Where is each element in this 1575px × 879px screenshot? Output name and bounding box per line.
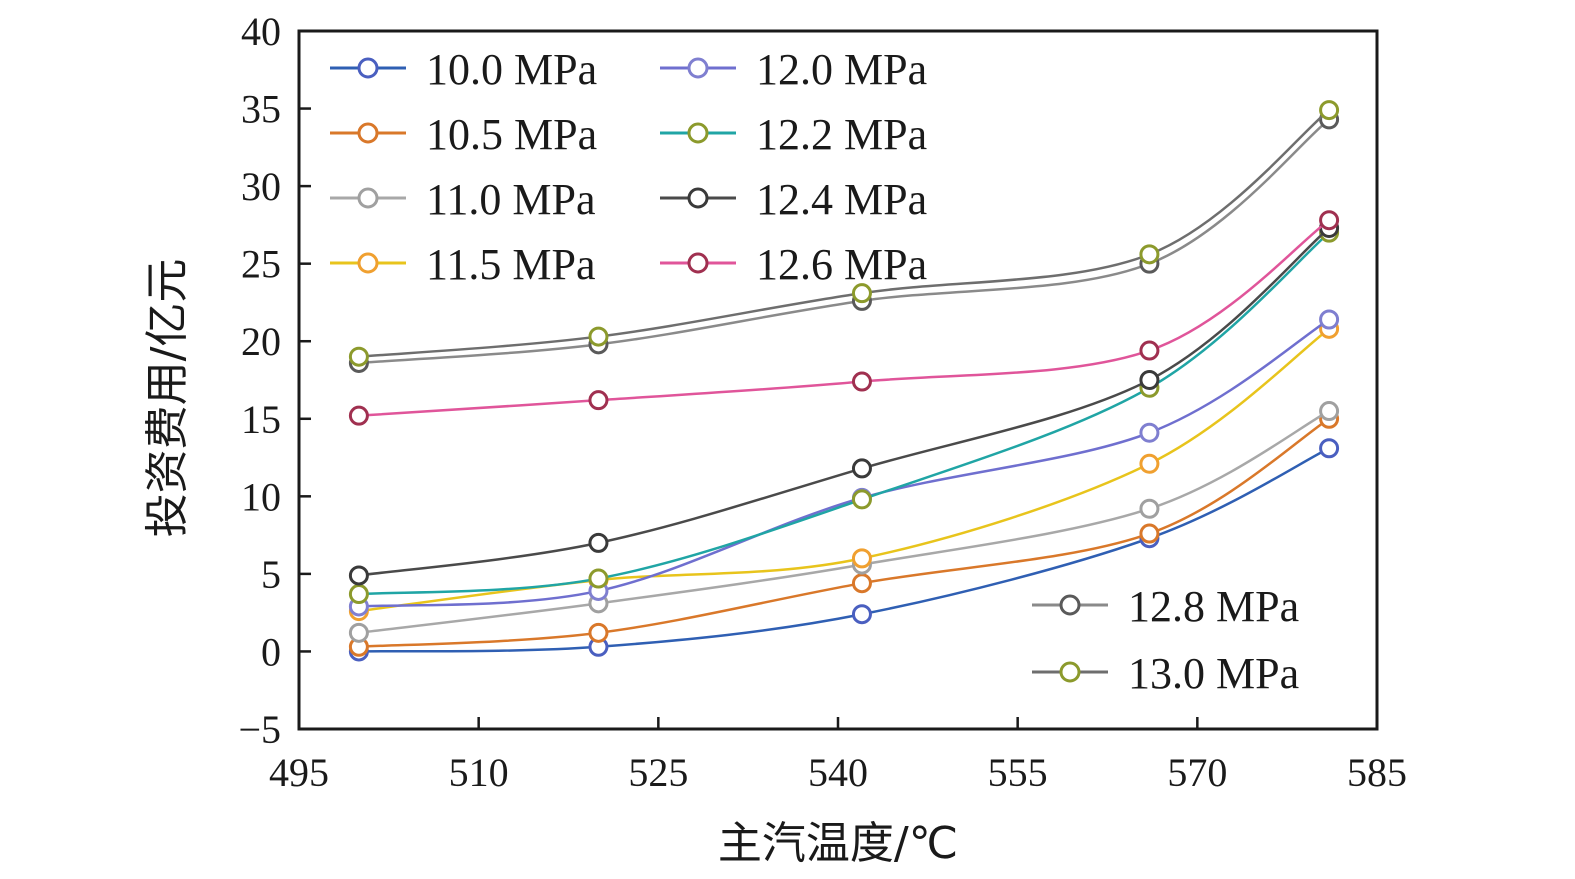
legend-entry: 12.0 MPa <box>660 45 927 94</box>
data-point <box>588 390 609 411</box>
y-tick-label: 15 <box>241 397 281 442</box>
data-point <box>1139 340 1160 361</box>
x-tick-label: 525 <box>628 750 688 795</box>
data-point <box>851 371 872 392</box>
data-point <box>1319 438 1340 459</box>
data-point <box>348 565 369 586</box>
data-point <box>851 604 872 625</box>
legend-entry: 12.2 MPa <box>660 110 927 159</box>
x-tick-label: 510 <box>449 750 509 795</box>
data-point <box>1319 210 1340 231</box>
legend-marker <box>687 252 709 274</box>
legend-label: 13.0 MPa <box>1128 649 1299 698</box>
series-line <box>358 318 1330 608</box>
legend-marker <box>1059 594 1081 616</box>
legend-entry: 11.0 MPa <box>330 175 596 224</box>
data-point <box>348 622 369 643</box>
legend-marker <box>357 122 379 144</box>
legend: 10.0 MPa 10.5 MPa 11.0 MPa 11.5 MPa 12.0 MPa… <box>330 45 1299 698</box>
legend-entry: 10.5 MPa <box>330 110 597 159</box>
data-point <box>1139 498 1160 519</box>
legend-label: 12.6 MPa <box>756 240 927 289</box>
y-tick-label: 40 <box>241 9 281 54</box>
data-point <box>348 346 369 367</box>
y-tick-label: 0 <box>261 629 281 674</box>
legend-label: 11.5 MPa <box>426 240 596 289</box>
legend-label: 12.8 MPa <box>1128 582 1299 631</box>
series-12-6-mpa <box>348 210 1340 426</box>
data-point <box>588 568 609 589</box>
x-tick-label: 585 <box>1347 750 1407 795</box>
legend-label: 10.0 MPa <box>426 45 597 94</box>
legend-entry: 10.0 MPa <box>330 45 597 94</box>
legend-marker <box>687 57 709 79</box>
data-point <box>1139 523 1160 544</box>
y-tick-label: 35 <box>241 87 281 132</box>
legend-label: 12.2 MPa <box>756 110 927 159</box>
data-point <box>1139 244 1160 265</box>
data-point <box>851 283 872 304</box>
legend-marker <box>357 57 379 79</box>
data-point <box>588 622 609 643</box>
x-tick-label: 570 <box>1167 750 1227 795</box>
legend-entry: 12.6 MPa <box>660 240 927 289</box>
legend-entry: 13.0 MPa <box>1032 649 1299 698</box>
x-tick-label: 540 <box>808 750 868 795</box>
y-tick-label: 25 <box>241 242 281 287</box>
legend-marker <box>357 252 379 274</box>
data-point <box>851 458 872 479</box>
legend-marker <box>687 122 709 144</box>
legend-entry: 11.5 MPa <box>330 240 596 289</box>
y-tick-label: 30 <box>241 164 281 209</box>
legend-marker <box>687 187 709 209</box>
data-point <box>348 584 369 605</box>
data-point <box>588 532 609 553</box>
y-tick-label: −5 <box>238 707 281 752</box>
y-tick-label: 10 <box>241 474 281 519</box>
x-axis-title: 主汽温度/℃ <box>718 818 958 869</box>
data-point <box>1319 401 1340 422</box>
legend-entry: 12.4 MPa <box>660 175 927 224</box>
y-tick-label: 5 <box>261 552 281 597</box>
x-tick-label: 555 <box>988 750 1048 795</box>
legend-label: 10.5 MPa <box>426 110 597 159</box>
data-point <box>1139 370 1160 390</box>
data-point <box>851 489 872 510</box>
data-point <box>1319 100 1340 121</box>
series-11-5-mpa <box>348 318 1340 622</box>
series-13-0-mpa <box>348 100 1340 367</box>
legend-marker <box>1059 661 1081 683</box>
data-point <box>588 326 609 347</box>
data-point <box>851 548 872 569</box>
x-tick-label: 495 <box>269 750 329 795</box>
legend-label: 12.0 MPa <box>756 45 927 94</box>
plot-area <box>348 100 1340 662</box>
data-point <box>1139 453 1160 474</box>
data-point <box>1319 309 1340 330</box>
legend-entry: 12.8 MPa <box>1032 582 1299 631</box>
y-tick-label: 20 <box>241 319 281 364</box>
data-point <box>348 405 369 426</box>
legend-marker <box>357 187 379 209</box>
data-point <box>1139 422 1160 443</box>
data-point <box>851 573 872 594</box>
legend-label: 12.4 MPa <box>756 175 927 224</box>
legend-label: 11.0 MPa <box>426 175 596 224</box>
y-axis-title: 投资费用/亿元 <box>142 259 193 538</box>
